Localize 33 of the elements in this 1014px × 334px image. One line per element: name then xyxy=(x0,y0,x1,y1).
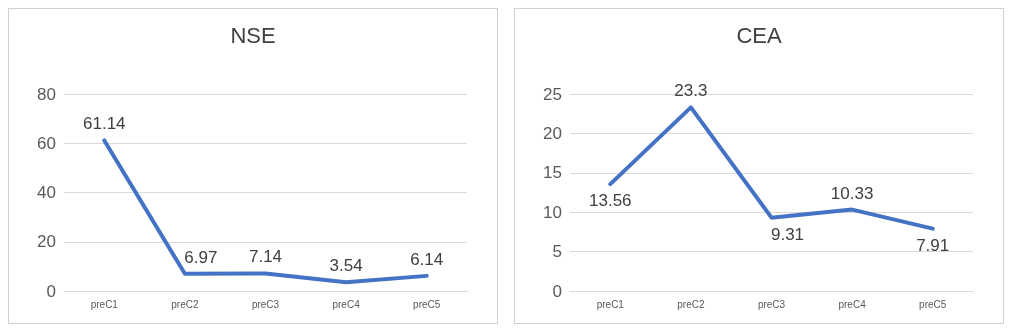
y-tick-label: 25 xyxy=(543,84,562,104)
y-tick-label: 60 xyxy=(37,133,56,153)
x-tick-label: preC4 xyxy=(332,298,361,310)
y-tick-label: 5 xyxy=(552,242,562,262)
chart-title: NSE xyxy=(230,22,276,48)
data-label: 6.97 xyxy=(184,247,218,267)
y-tick-label: 20 xyxy=(37,232,56,252)
x-tick-label: preC5 xyxy=(919,298,947,310)
x-tick-label: preC3 xyxy=(251,298,280,310)
x-tick-label: preC1 xyxy=(90,298,119,310)
y-tick-label: 20 xyxy=(543,123,562,143)
chart-title: CEA xyxy=(736,22,782,48)
y-tick-label: 10 xyxy=(543,202,562,222)
y-tick-label: 40 xyxy=(37,183,56,202)
data-label: 23.3 xyxy=(674,81,708,101)
x-tick-label: preC3 xyxy=(757,298,786,310)
y-tick-label: 15 xyxy=(543,163,562,183)
data-label: 10.33 xyxy=(830,183,874,203)
x-tick-label: preC4 xyxy=(838,298,867,310)
y-tick-label: 0 xyxy=(552,281,562,301)
y-tick-label: 0 xyxy=(46,281,56,301)
data-label: 3.54 xyxy=(329,256,363,276)
x-tick-label: preC1 xyxy=(596,298,625,310)
data-label: 7.14 xyxy=(248,247,283,267)
data-label: 9.31 xyxy=(770,224,805,244)
data-label: 7.91 xyxy=(916,235,950,255)
data-label: 13.56 xyxy=(589,191,632,211)
x-tick-label: preC2 xyxy=(677,298,705,310)
data-label: 6.14 xyxy=(410,249,444,269)
y-tick-label: 80 xyxy=(37,84,56,104)
x-tick-label: preC2 xyxy=(171,298,199,310)
x-tick-label: preC5 xyxy=(413,298,441,310)
data-label: 61.14 xyxy=(83,114,126,134)
